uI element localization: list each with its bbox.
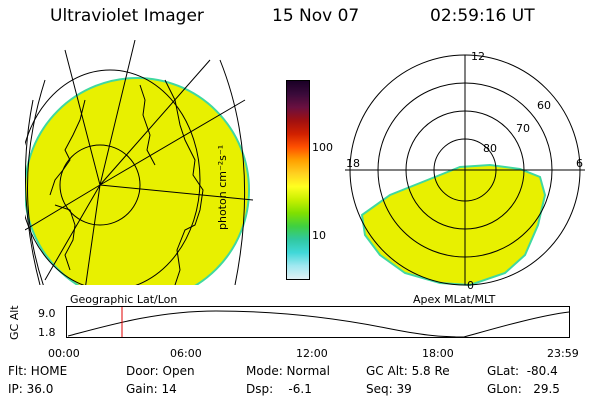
x-tick-1200: 12:00 [296, 347, 328, 360]
lat-circle [59, 144, 141, 226]
colorbar-unit-label: photon cm⁻²s⁻¹ [216, 144, 229, 230]
gc-alt-axis-label: GC Alt [8, 305, 21, 340]
meridian-arc [25, 99, 41, 285]
colorbar-gradient [287, 81, 309, 279]
status-gc-alt: GC Alt: 5.8 Re [366, 364, 450, 378]
alt-tick-1-8: 1.8 [38, 326, 56, 339]
mlt-label-18: 18 [346, 157, 360, 170]
status-glat: GLat: -80.4 [487, 364, 558, 378]
uv-emission-disk [25, 77, 250, 285]
instrument-title: Ultraviolet Imager [50, 6, 204, 26]
time-label: 02:59:16 UT [430, 6, 535, 26]
mlt-label-12: 12 [471, 50, 485, 63]
geographic-map [25, 40, 254, 285]
x-tick-2359: 23:59 [547, 347, 579, 360]
mlt-label-0: 0 [467, 279, 474, 290]
status-ip: IP: 36.0 [8, 382, 54, 396]
altitude-plot-frame [66, 306, 570, 338]
coastline [49, 79, 204, 285]
mlat-label-60: 60 [537, 99, 551, 112]
status-glon: GLon: 29.5 [487, 382, 560, 396]
polar-map: 12 18 6 0 60 70 80 [345, 50, 585, 290]
mlat-label-70: 70 [516, 122, 530, 135]
apex-label: Apex MLat/MLT [413, 293, 496, 306]
colorbar-tick-10: 10 [312, 229, 326, 242]
x-tick-0600: 06:00 [170, 347, 202, 360]
altitude-plot [66, 306, 570, 338]
altitude-curve [67, 310, 570, 338]
auroral-oval [360, 163, 547, 287]
status-dsp: Dsp: -6.1 [246, 382, 312, 396]
geographic-label: Geographic Lat/Lon [70, 293, 178, 306]
status-door: Door: Open [126, 364, 195, 378]
mlat-label-80: 80 [483, 142, 497, 155]
colorbar-tick-100: 100 [312, 141, 333, 154]
x-tick-0000: 00:00 [48, 347, 80, 360]
status-flt: Flt: HOME [8, 364, 68, 378]
mlt-label-6: 6 [576, 157, 583, 170]
lat-circle [25, 69, 201, 285]
meridian-arc [27, 79, 46, 285]
alt-tick-9: 9.0 [38, 307, 56, 320]
status-seq: Seq: 39 [366, 382, 412, 396]
date-label: 15 Nov 07 [272, 6, 360, 26]
meridians [25, 40, 254, 285]
x-tick-1800: 18:00 [422, 347, 454, 360]
status-mode: Mode: Normal [246, 364, 330, 378]
status-gain: Gain: 14 [126, 382, 177, 396]
meridian-arc [219, 59, 246, 285]
colorbar [286, 80, 310, 280]
